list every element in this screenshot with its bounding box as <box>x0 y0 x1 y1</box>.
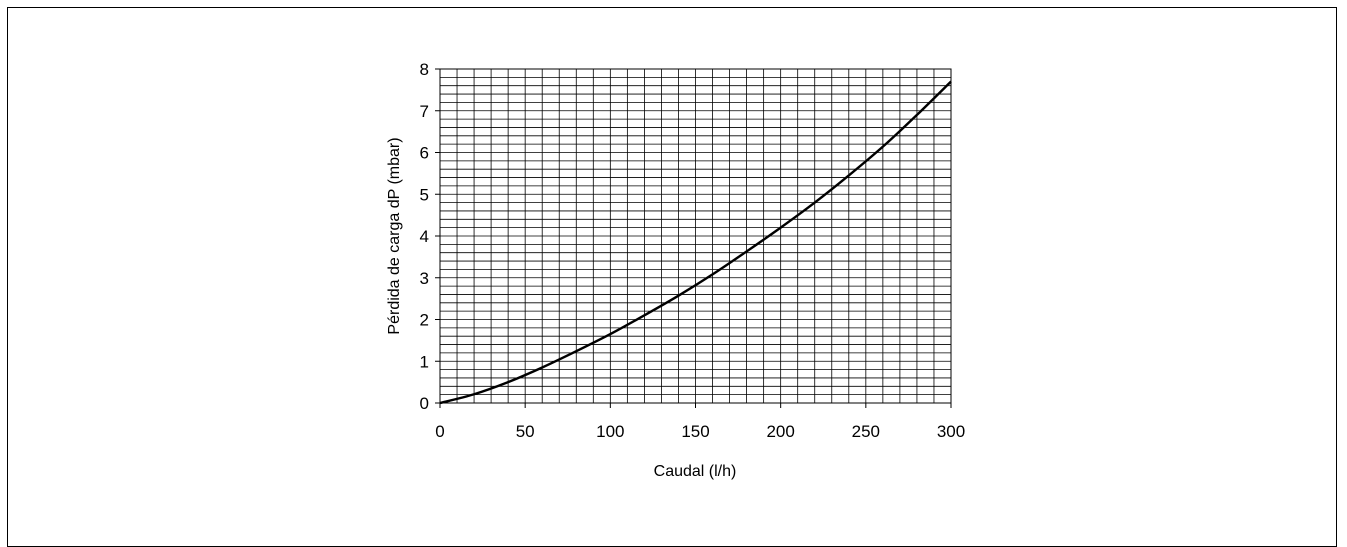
y-tick-label: 3 <box>420 269 429 288</box>
y-tick-label: 4 <box>420 227 429 246</box>
series-line <box>439 80 952 405</box>
y-tick-label: 1 <box>420 352 429 371</box>
x-tick-label: 100 <box>596 422 624 441</box>
x-tick-label: 300 <box>937 422 965 441</box>
x-tick-label: 50 <box>516 422 535 441</box>
y-tick-label: 2 <box>420 311 429 330</box>
x-axis: 0 50 100 150 200 250 300 <box>435 403 965 441</box>
x-tick-label: 0 <box>435 422 444 441</box>
line-chart: 0 50 100 150 200 250 300 0 1 2 3 4 5 6 7 8 Caudal (l/h… <box>386 60 965 480</box>
y-tick-label: 7 <box>420 102 429 121</box>
y-axis-label: Pérdida de carga dP (mbar) <box>386 137 403 334</box>
figure-frame <box>7 7 1337 547</box>
y-tick-label: 6 <box>420 144 429 163</box>
y-axis: 0 1 2 3 4 5 6 7 8 <box>420 60 440 413</box>
y-tick-label: 8 <box>420 60 429 79</box>
x-tick-label: 200 <box>766 422 794 441</box>
x-tick-label: 150 <box>681 422 709 441</box>
y-tick-label: 5 <box>420 185 429 204</box>
x-axis-label: Caudal (l/h) <box>654 463 737 480</box>
y-tick-label: 0 <box>420 394 429 413</box>
grid <box>439 68 952 404</box>
x-tick-label: 250 <box>852 422 880 441</box>
